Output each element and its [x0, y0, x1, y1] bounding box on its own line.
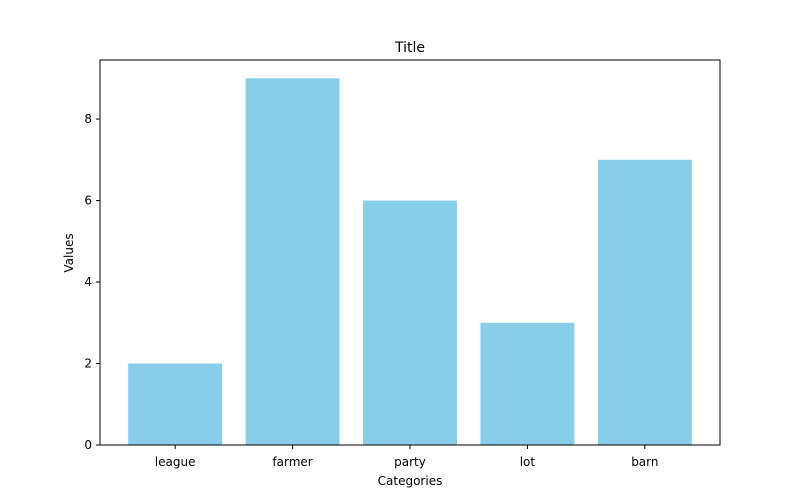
bar-league [128, 363, 223, 445]
x-tick-label: league [155, 455, 196, 469]
y-axis-label: Values [62, 233, 76, 272]
chart-title: Title [394, 40, 425, 56]
y-tick-label: 0 [84, 438, 92, 452]
bar-farmer [245, 78, 340, 445]
x-axis-label: Categories [378, 474, 443, 488]
y-tick-label: 6 [84, 194, 92, 208]
x-tick-label: farmer [272, 455, 312, 469]
bar-barn [597, 159, 692, 445]
x-tick-label: party [394, 455, 426, 469]
x-axis-ticks: league farmer party lot barn [155, 445, 659, 469]
bar-party [363, 200, 457, 445]
x-tick-label: barn [631, 455, 658, 469]
y-tick-label: 2 [84, 357, 92, 371]
y-tick-label: 4 [84, 275, 92, 289]
y-tick-label: 8 [84, 112, 92, 126]
x-tick-label: lot [520, 455, 536, 469]
y-axis-ticks: 0 2 4 6 8 [84, 112, 100, 452]
bar-lot [480, 322, 575, 445]
bars-group [128, 78, 692, 445]
plot-frame [99, 59, 721, 446]
